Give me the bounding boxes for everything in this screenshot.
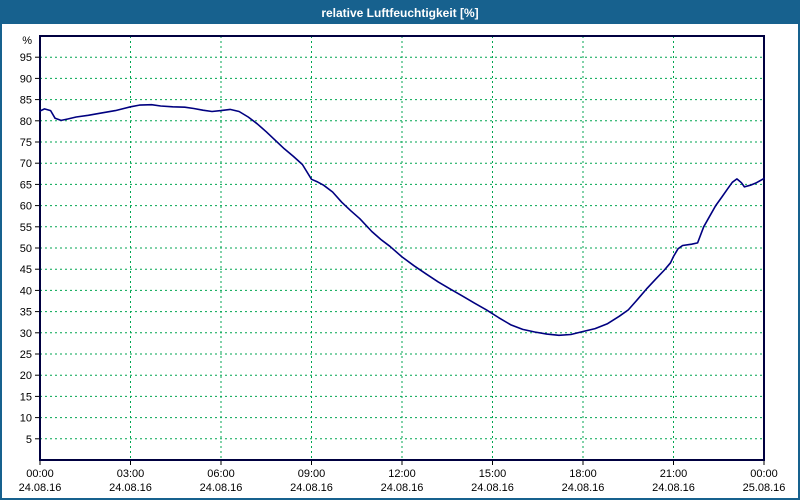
- chart-title: relative Luftfeuchtigkeit [%]: [321, 6, 479, 20]
- axis-ticks: [35, 56, 765, 465]
- x-tick-time-label: 00:00: [26, 468, 54, 480]
- x-tick-date-label: 24.08.16: [290, 482, 333, 494]
- gridlines: [39, 36, 765, 460]
- y-axis-unit-label: %: [22, 35, 32, 47]
- x-tick-date-label: 24.08.16: [200, 482, 243, 494]
- humidity-chart: 95 90 85 80 75 70 65 60 55 50 45 40 35 30 25 20 15 10 5% 00…: [19, 35, 786, 494]
- chart-title-bar: relative Luftfeuchtigkeit [%]: [2, 2, 798, 24]
- y-tick-label: 90: [20, 73, 32, 85]
- x-tick-time-label: 21:00: [660, 468, 688, 480]
- x-tick-date-label: 24.08.16: [562, 482, 605, 494]
- x-tick-time-label: 06:00: [207, 468, 235, 480]
- x-tick-time-label: 09:00: [298, 468, 326, 480]
- y-tick-label: 85: [20, 95, 32, 107]
- plot-border: [39, 35, 765, 461]
- y-tick-label: 50: [20, 243, 32, 255]
- y-tick-label: 15: [20, 391, 32, 403]
- y-tick-label: 70: [20, 158, 32, 170]
- x-tick-time-label: 00:00: [750, 468, 778, 480]
- y-tick-label: 95: [20, 52, 32, 64]
- y-tick-label: 10: [20, 413, 32, 425]
- y-tick-label: 60: [20, 201, 32, 213]
- humidity-line: [39, 103, 765, 337]
- y-tick-label: 5: [26, 434, 32, 446]
- x-tick-date-label: 24.08.16: [381, 482, 424, 494]
- y-tick-label: 25: [20, 349, 32, 361]
- x-tick-date-label: 24.08.16: [19, 482, 62, 494]
- y-tick-label: 65: [20, 179, 32, 191]
- x-tick-time-label: 15:00: [479, 468, 507, 480]
- x-tick-time-label: 18:00: [569, 468, 597, 480]
- x-tick-date-label: 24.08.16: [652, 482, 695, 494]
- y-tick-label: 35: [20, 307, 32, 319]
- x-tick-date-label: 25.08.16: [743, 482, 786, 494]
- y-tick-label: 30: [20, 328, 32, 340]
- y-tick-label: 20: [20, 370, 32, 382]
- y-tick-label: 75: [20, 137, 32, 149]
- y-tick-label: 40: [20, 285, 32, 297]
- x-tick-date-label: 24.08.16: [471, 482, 514, 494]
- axis-labels: 95 90 85 80 75 70 65 60 55 50 45 40 35 30 25 20 15 10 5% 00…: [19, 35, 786, 494]
- y-tick-label: 45: [20, 264, 32, 276]
- x-tick-date-label: 24.08.16: [109, 482, 152, 494]
- x-tick-time-label: 03:00: [117, 468, 145, 480]
- y-tick-label: 55: [20, 222, 32, 234]
- y-tick-label: 80: [20, 116, 32, 128]
- x-tick-time-label: 12:00: [388, 468, 416, 480]
